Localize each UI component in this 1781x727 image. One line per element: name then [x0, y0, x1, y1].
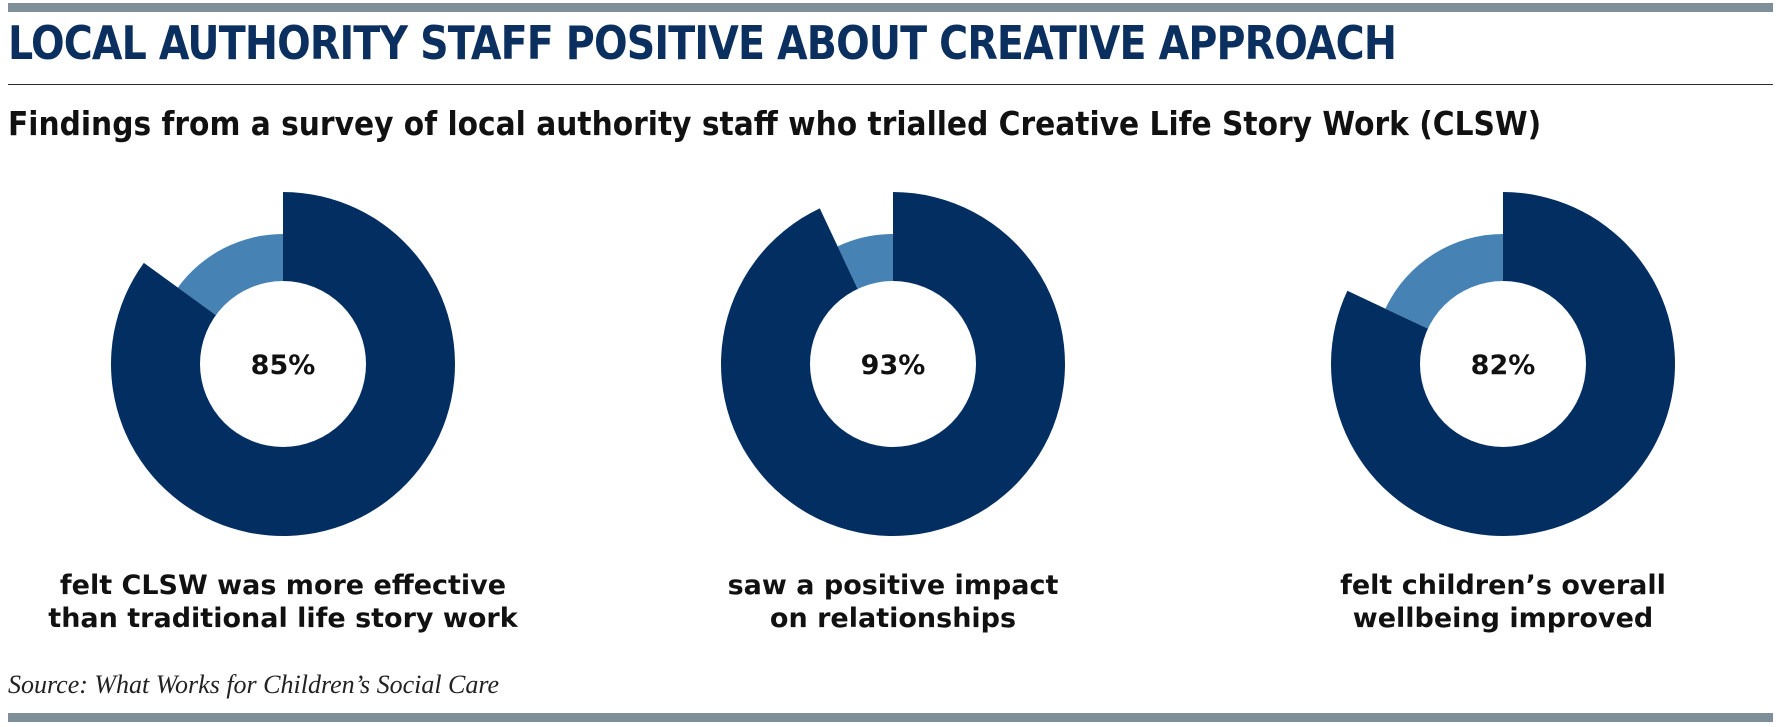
donut-svg-3: 82%	[1331, 192, 1676, 536]
donut-hole	[810, 281, 976, 447]
donut-chart-3: 82% felt children’s overall wellbeing im…	[1223, 180, 1781, 650]
donut-svg-1: 85%	[111, 192, 456, 536]
caption-line: saw a positive impact	[727, 570, 1059, 601]
chart-caption-3: felt children’s overall wellbeing improv…	[1223, 569, 1781, 635]
caption-line: than traditional life story work	[48, 603, 518, 634]
chart-caption-1: felt CLSW was more effective than tradit…	[3, 569, 563, 635]
percent-label: 93%	[861, 350, 926, 381]
chart-subtitle: Findings from a survey of local authorit…	[8, 104, 1542, 143]
bottom-rule	[8, 713, 1773, 722]
donut-hole	[1420, 281, 1586, 447]
chart-title: LOCAL AUTHORITY STAFF POSITIVE ABOUT CRE…	[8, 16, 1397, 70]
percent-label: 85%	[251, 350, 316, 381]
caption-line: felt CLSW was more effective	[59, 570, 507, 601]
title-divider	[8, 84, 1773, 85]
caption-line: on relationships	[769, 603, 1017, 634]
caption-line: wellbeing improved	[1352, 603, 1654, 634]
chart-caption-2: saw a positive impact on relationships	[613, 569, 1173, 635]
source-note: Source: What Works for Children’s Social…	[8, 670, 500, 699]
donut-chart-2: 93% saw a positive impact on relationshi…	[613, 180, 1173, 650]
top-rule	[8, 3, 1773, 12]
donut-svg-2: 93%	[721, 192, 1066, 536]
donut-hole	[200, 281, 366, 447]
donut-chart-1: 85% felt CLSW was more effective than tr…	[3, 180, 563, 650]
percent-label: 82%	[1471, 350, 1536, 381]
caption-line: felt children’s overall	[1340, 570, 1666, 601]
